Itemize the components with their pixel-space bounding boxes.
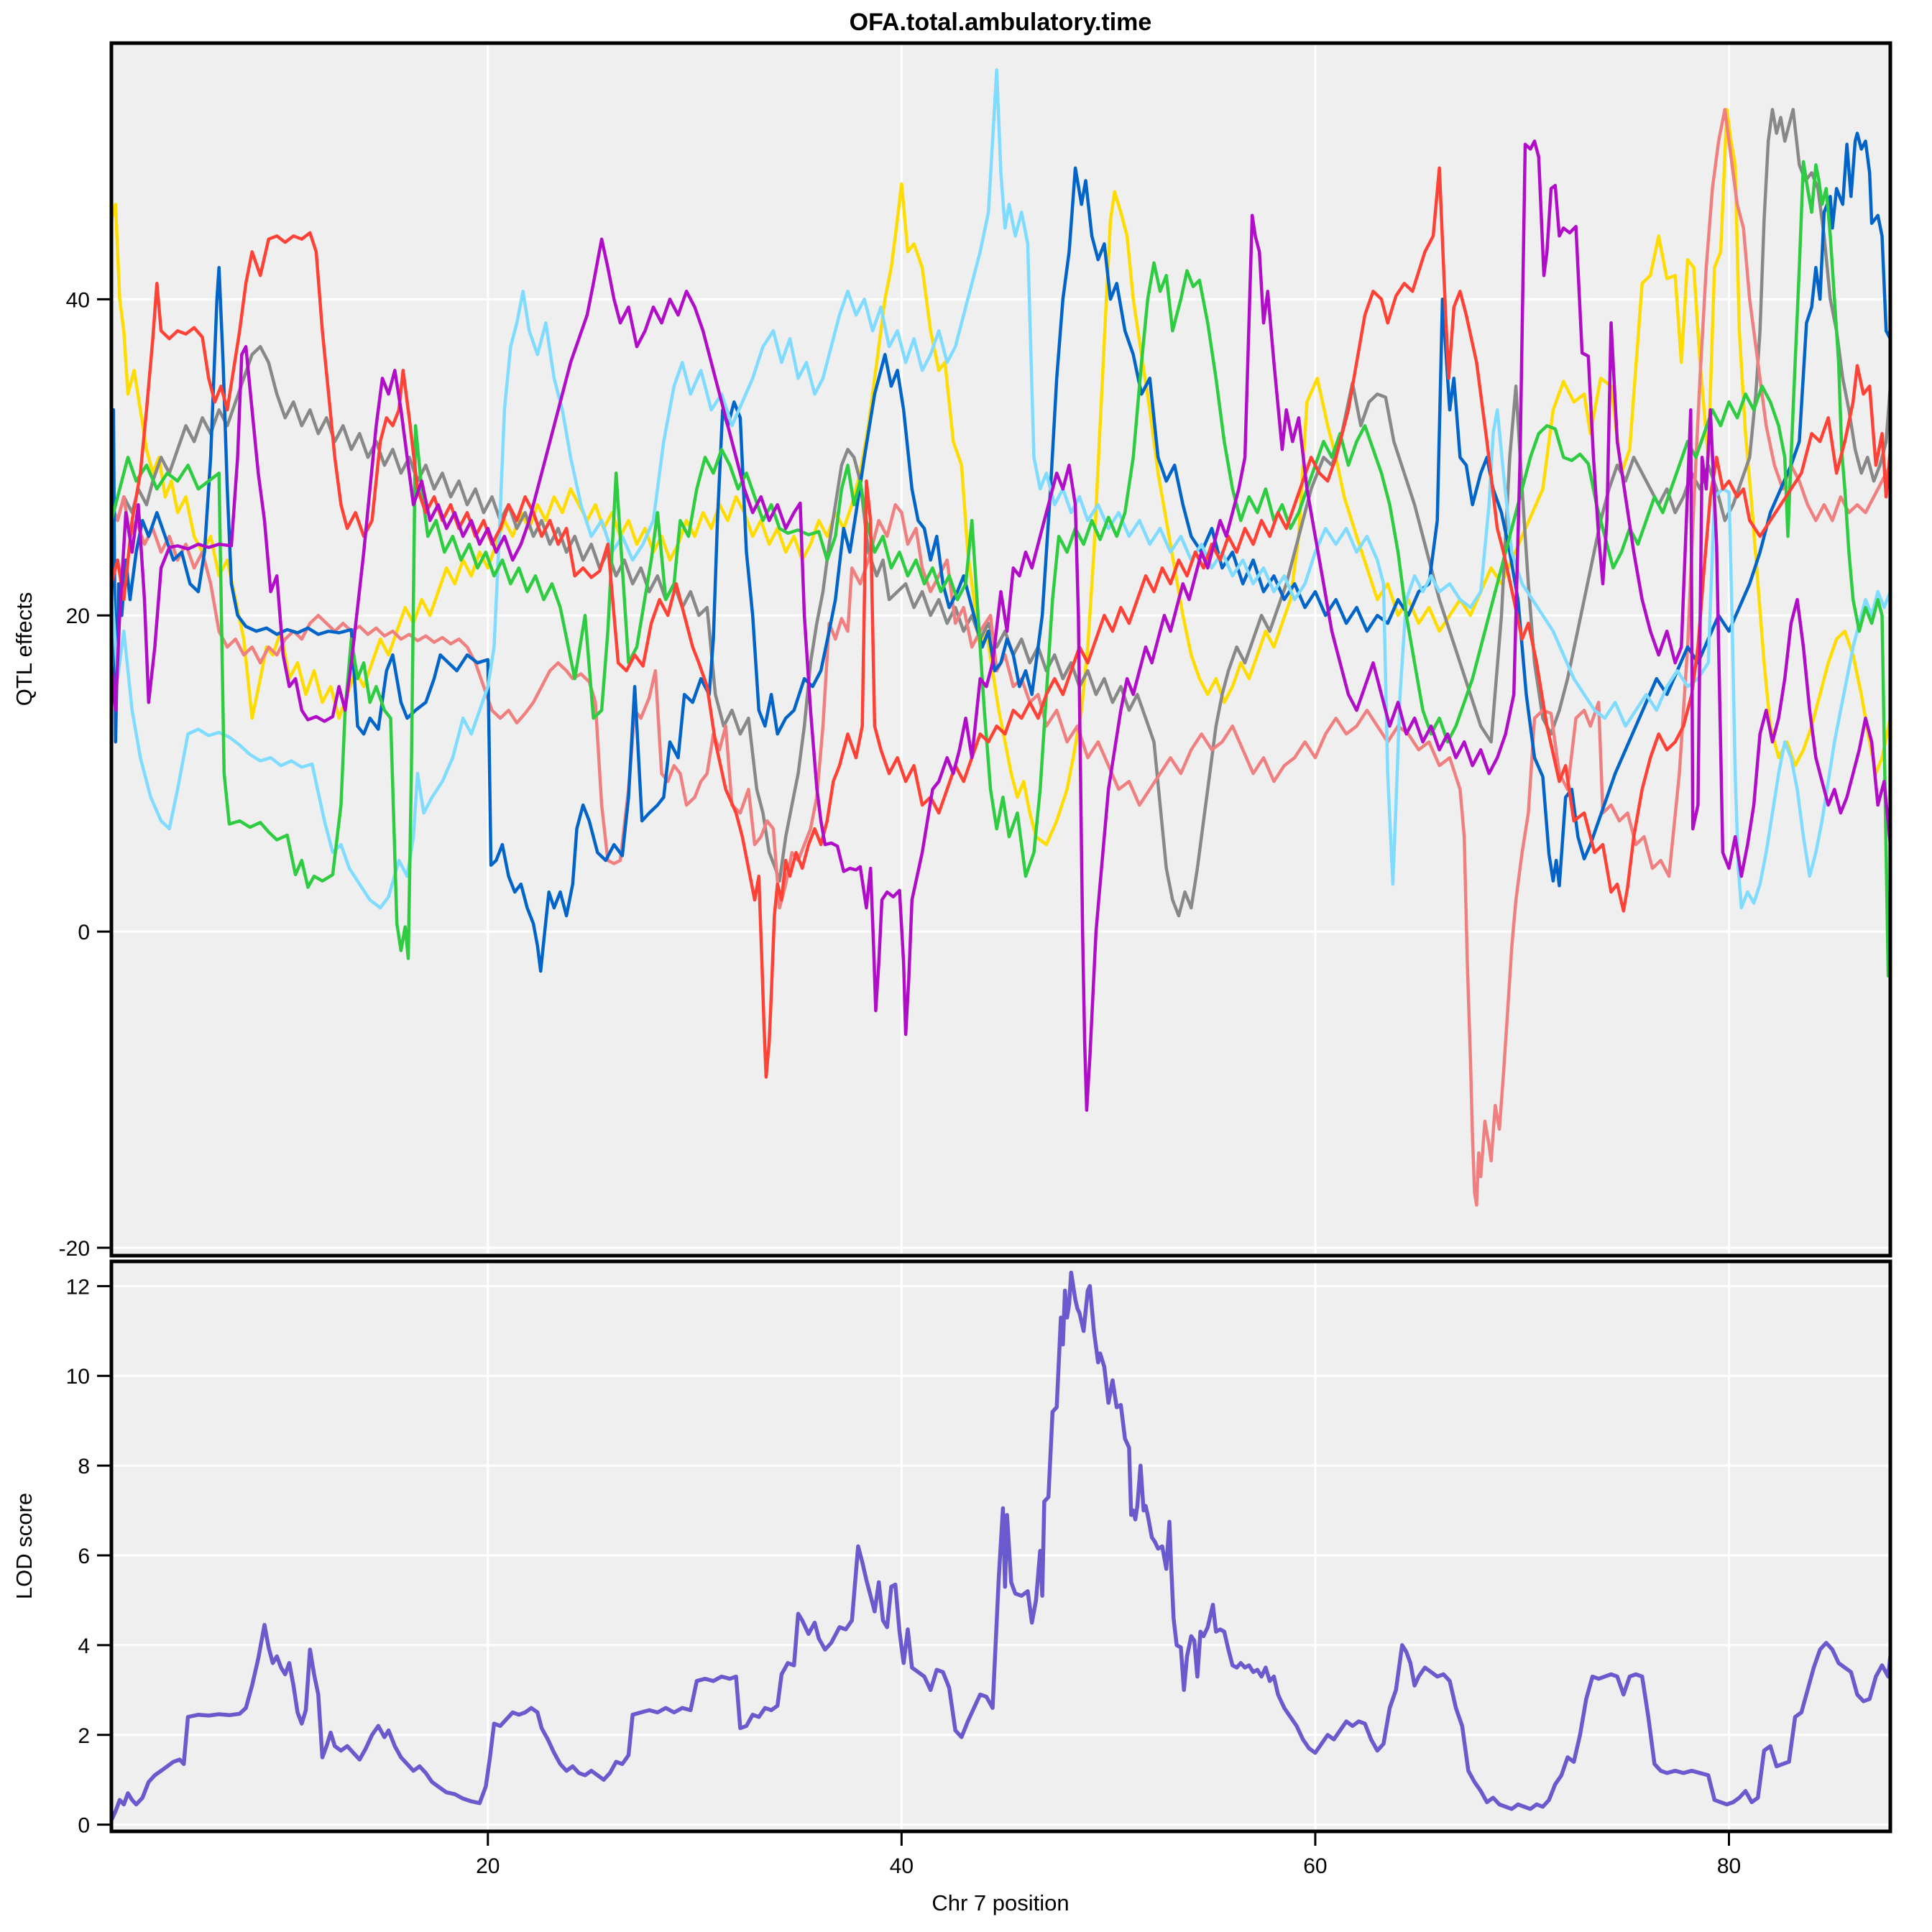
x-tick-label: 40	[890, 1854, 914, 1878]
y-tick-label: 40	[66, 288, 90, 312]
y-tick-label: 4	[78, 1634, 90, 1658]
y-tick-label: -20	[59, 1237, 90, 1261]
y-tick-label: 0	[78, 1814, 90, 1838]
series-group	[111, 1270, 1890, 1823]
panel-border	[109, 41, 1892, 1258]
y-tick-label: 6	[78, 1545, 90, 1568]
purple-line	[111, 139, 1890, 1112]
lod-score-panel: 0 2 4 6 8 10 12 20 40 60 80	[66, 1259, 1892, 1878]
qtl-effects-axis-label: QTL effects	[12, 592, 37, 707]
series-group	[111, 68, 1890, 1207]
panel-border	[109, 1259, 1892, 1834]
figure-title: OFA.total.ambulatory.time	[850, 9, 1152, 36]
y-tick-label: 12	[66, 1275, 90, 1299]
y-tick-label: 2	[78, 1724, 90, 1748]
qtl-effects-panel: -20 0 20 40	[59, 41, 1892, 1261]
x-axis-label: Chr 7 position	[932, 1890, 1069, 1915]
y-tick-label: 20	[66, 604, 90, 628]
y-tick-label: 10	[66, 1365, 90, 1389]
x-tick-label: 20	[476, 1854, 500, 1878]
lod-line	[111, 1270, 1890, 1823]
x-tick-label: 60	[1303, 1854, 1327, 1878]
lightblue-line	[111, 68, 1890, 910]
y-tick-label: 8	[78, 1455, 90, 1478]
blue-line	[111, 132, 1890, 973]
red-line	[111, 166, 1890, 1079]
panel-background	[111, 43, 1890, 1256]
x-tick-label: 80	[1717, 1854, 1741, 1878]
y-tick-label: 0	[78, 921, 90, 944]
lod-score-axis-label: LOD score	[12, 1493, 37, 1599]
